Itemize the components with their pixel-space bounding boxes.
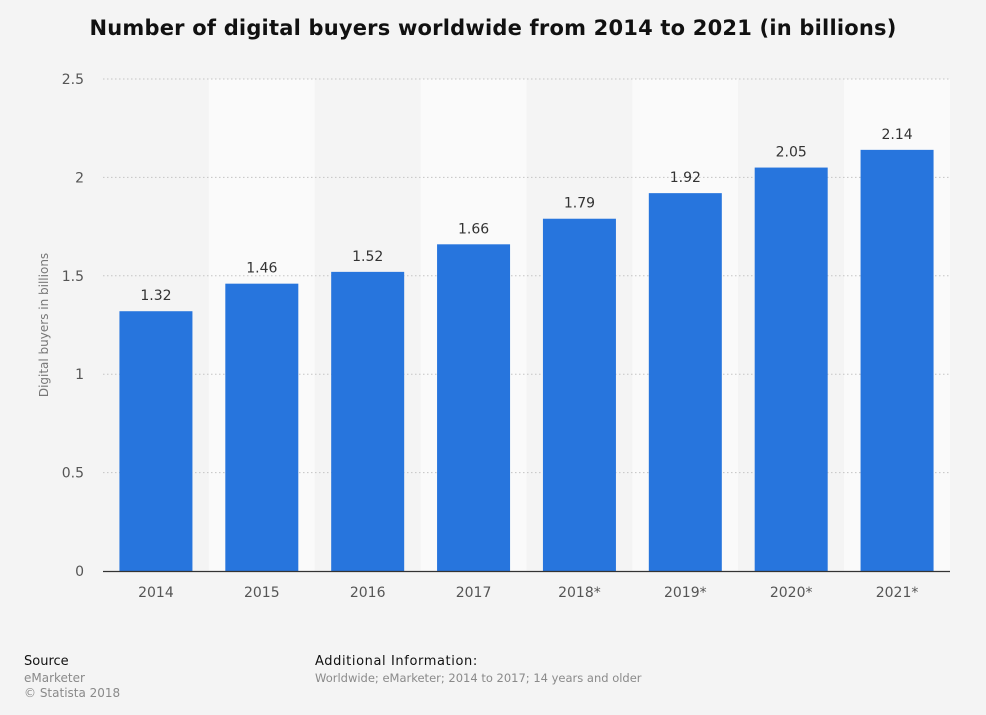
source-name: eMarketer bbox=[24, 671, 85, 685]
y-tick-label: 0 bbox=[75, 564, 84, 580]
bar bbox=[648, 193, 722, 572]
chart-title: Number of digital buyers worldwide from … bbox=[89, 16, 897, 40]
x-tick-label: 2019* bbox=[664, 585, 707, 601]
x-tick-label: 2021* bbox=[876, 585, 919, 601]
x-tick-label: 2015 bbox=[244, 585, 280, 601]
additional-info-heading: Additional Information: bbox=[315, 654, 478, 669]
copyright-text: © Statista 2018 bbox=[24, 686, 121, 700]
y-tick-label: 2 bbox=[75, 170, 84, 186]
y-tick-label: 2.5 bbox=[62, 72, 84, 88]
data-label: 1.79 bbox=[564, 196, 595, 212]
x-tick-label: 2014 bbox=[138, 585, 174, 601]
bar bbox=[754, 167, 828, 571]
y-tick-label: 0.5 bbox=[62, 466, 84, 482]
bar bbox=[331, 271, 405, 571]
additional-info-text: Worldwide; eMarketer; 2014 to 2017; 14 y… bbox=[315, 671, 642, 685]
x-tick-label: 2017 bbox=[456, 585, 492, 601]
data-label: 2.05 bbox=[776, 145, 807, 161]
source-heading: Source bbox=[24, 654, 69, 669]
bar bbox=[119, 311, 193, 571]
x-tick-label: 2018* bbox=[558, 585, 601, 601]
bar bbox=[437, 244, 511, 571]
y-tick-label: 1.5 bbox=[62, 269, 84, 285]
data-label: 1.66 bbox=[458, 221, 489, 237]
bar bbox=[542, 218, 616, 571]
x-tick-label: 2016 bbox=[350, 585, 386, 601]
data-label: 2.14 bbox=[881, 127, 912, 143]
bar bbox=[860, 149, 934, 571]
x-tick-label: 2020* bbox=[770, 585, 813, 601]
data-label: 1.32 bbox=[140, 288, 171, 304]
y-tick-label: 1 bbox=[75, 367, 84, 383]
bar bbox=[225, 283, 299, 571]
data-label: 1.52 bbox=[352, 249, 383, 265]
y-axis-label: Digital buyers in billions bbox=[37, 253, 51, 397]
data-label: 1.46 bbox=[246, 261, 277, 277]
data-label: 1.92 bbox=[670, 170, 701, 186]
